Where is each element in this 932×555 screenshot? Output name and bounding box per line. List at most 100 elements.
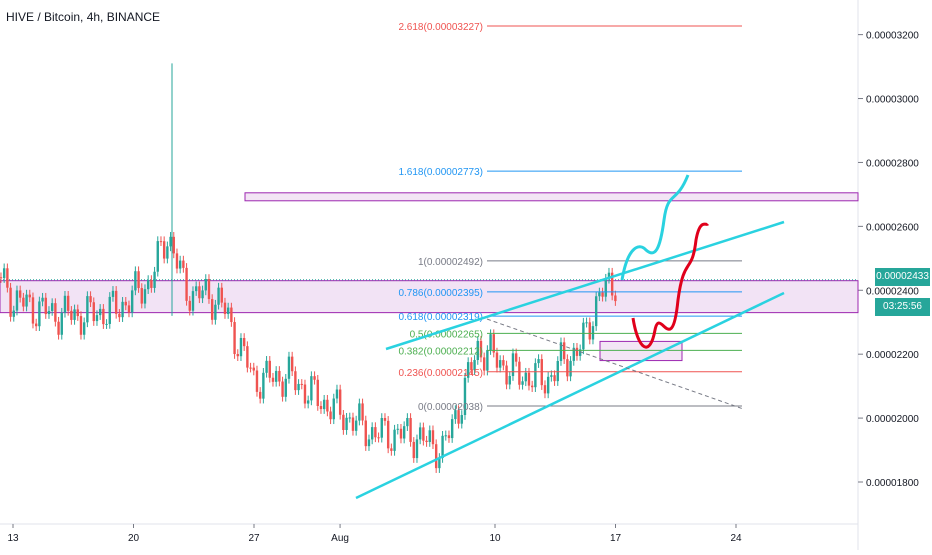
- bullish-projection: [620, 174, 690, 281]
- candle-body: [124, 301, 127, 306]
- candle-body: [444, 435, 447, 437]
- candle-body: [278, 370, 281, 382]
- candle-body: [92, 302, 95, 322]
- candle-body: [159, 241, 163, 243]
- candle-body: [508, 376, 511, 385]
- candle-body: [233, 322, 236, 355]
- candle-body: [175, 253, 179, 269]
- candle-body: [297, 383, 300, 391]
- fib-level-label: 1(0.00002492): [418, 257, 483, 268]
- last-price-badge: 0.00002433: [875, 268, 930, 286]
- x-tick-label: 27: [248, 533, 260, 544]
- candle-body: [220, 287, 223, 303]
- candle-body: [569, 360, 572, 377]
- candle-body: [425, 440, 428, 443]
- candle-body: [604, 278, 607, 297]
- candle-body: [54, 303, 57, 322]
- candle-body: [262, 372, 265, 399]
- candle-body: [457, 410, 460, 424]
- candle-body: [153, 271, 156, 288]
- candle-body: [198, 286, 201, 299]
- candle-body: [406, 417, 409, 427]
- candle-body: [326, 399, 329, 412]
- candle-body: [242, 338, 246, 347]
- x-tick-label: Aug: [331, 533, 349, 544]
- candle-body: [102, 308, 105, 325]
- upper-zone: [244, 192, 859, 202]
- x-tick-label: 24: [730, 533, 742, 544]
- candle-body: [303, 384, 307, 404]
- candle-body: [476, 340, 479, 360]
- y-tick-label: 0.00002600: [866, 222, 919, 233]
- candle-body: [188, 300, 191, 311]
- candle-body: [614, 295, 617, 302]
- candle-body: [28, 294, 31, 298]
- candle-body: [134, 271, 137, 291]
- candle-body: [239, 338, 243, 357]
- candle-body: [143, 289, 147, 304]
- candle-body: [287, 356, 291, 379]
- candle-body: [438, 458, 441, 469]
- candle-body: [246, 346, 249, 368]
- candle-body: [150, 280, 153, 288]
- candle-body: [486, 350, 489, 371]
- candle-body: [434, 444, 438, 469]
- symbol-title: HIVE / Bitcoin, 4h, BINANCE: [6, 10, 161, 24]
- candle-body: [489, 334, 492, 351]
- candle-body: [466, 362, 470, 378]
- candle-body: [591, 326, 595, 340]
- candle-body: [271, 377, 275, 382]
- candle-body: [335, 389, 339, 399]
- candle-body: [495, 352, 499, 368]
- candle-body: [191, 291, 195, 311]
- candle-body: [178, 260, 182, 269]
- candle-body: [374, 427, 377, 438]
- candle-body: [415, 439, 419, 459]
- candle-body: [505, 365, 508, 385]
- candle-body: [361, 403, 364, 421]
- candle-body: [223, 302, 227, 315]
- candle-body: [441, 435, 444, 459]
- candle-body: [47, 310, 51, 315]
- candle-body: [566, 359, 569, 377]
- candle-body: [127, 305, 131, 313]
- candle-body: [450, 419, 454, 439]
- candle-body: [6, 268, 9, 288]
- candle-body: [95, 315, 99, 322]
- candle-body: [514, 353, 518, 362]
- candle-body: [322, 399, 326, 410]
- fib-level-label: 0.618(0.00002319): [398, 312, 483, 323]
- candle-body: [41, 297, 44, 302]
- candle-body: [598, 292, 601, 297]
- candle-body: [156, 241, 159, 272]
- candle-body: [550, 375, 553, 377]
- candle-body: [50, 303, 54, 311]
- channel-lower-line: [355, 291, 785, 500]
- candle-body: [306, 400, 310, 404]
- candle-body: [431, 430, 435, 445]
- candle-body: [9, 287, 12, 317]
- x-tick-label: 17: [610, 533, 622, 544]
- candle-body: [38, 301, 41, 327]
- channel-upper-line: [385, 220, 785, 351]
- candle-body: [114, 290, 118, 314]
- candle-body: [329, 411, 332, 420]
- candle-body: [342, 414, 345, 430]
- candle-body: [2, 268, 6, 279]
- candle-body: [44, 297, 47, 315]
- candle-body: [105, 323, 108, 325]
- candle-body: [594, 296, 598, 327]
- candle-body: [137, 271, 140, 289]
- candle-body: [63, 295, 67, 313]
- fib-level-label: 0.382(0.00002212): [398, 346, 483, 357]
- candle-body: [268, 360, 271, 378]
- candle-body: [249, 367, 252, 369]
- candle-body: [265, 360, 268, 373]
- candle-body: [66, 295, 70, 311]
- candle-body: [479, 340, 483, 358]
- candle-body: [294, 371, 297, 391]
- candle-body: [428, 430, 431, 443]
